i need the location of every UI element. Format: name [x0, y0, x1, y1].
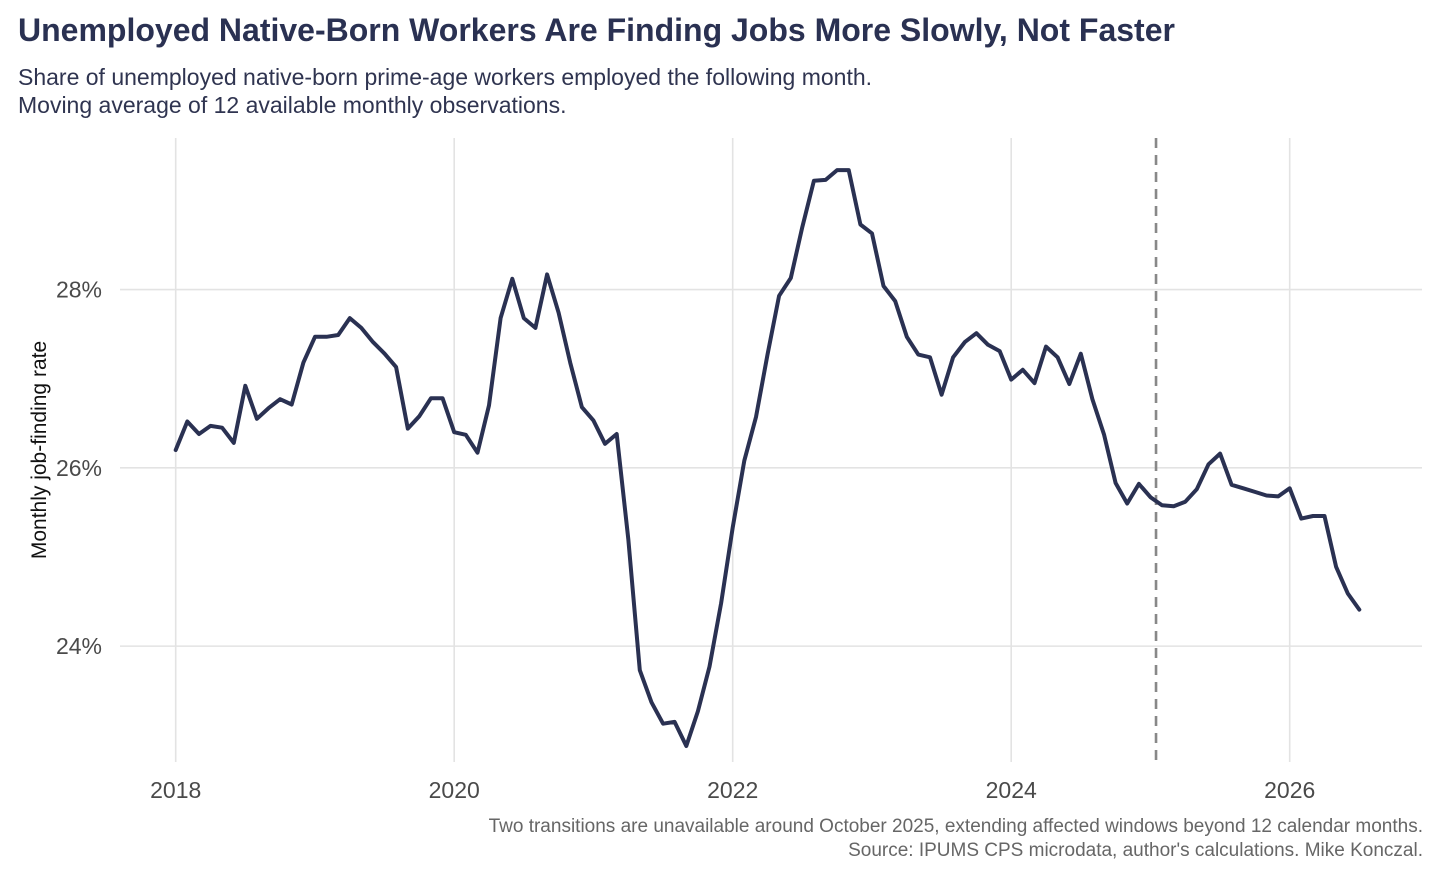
y-tick-label-26: 26% — [56, 455, 102, 481]
x-tick-label-2020: 2020 — [429, 777, 480, 803]
chart-title: Unemployed Native-Born Workers Are Findi… — [18, 12, 1175, 48]
y-tick-label-28: 28% — [56, 277, 102, 303]
chart-subtitle-line-1: Share of unemployed native-born prime-ag… — [18, 64, 873, 90]
x-tick-label-2018: 2018 — [150, 777, 201, 803]
chart-caption-note: Two transitions are unavailable around O… — [488, 816, 1423, 837]
grid-layer — [120, 138, 1422, 762]
tick-layer: 2018 2020 2022 2024 2026 24% 26% 28% — [56, 277, 1315, 803]
y-tick-label-24: 24% — [56, 633, 102, 659]
series-line-0 — [173, 168, 1362, 748]
x-tick-label-2026: 2026 — [1264, 777, 1315, 803]
x-tick-label-2024: 2024 — [986, 777, 1037, 803]
chart-caption-source: Source: IPUMS CPS microdata, author's ca… — [848, 840, 1423, 861]
x-tick-label-2022: 2022 — [707, 777, 758, 803]
series-layer — [173, 168, 1362, 748]
chart-subtitle-line-2: Moving average of 12 available monthly o… — [18, 92, 567, 118]
